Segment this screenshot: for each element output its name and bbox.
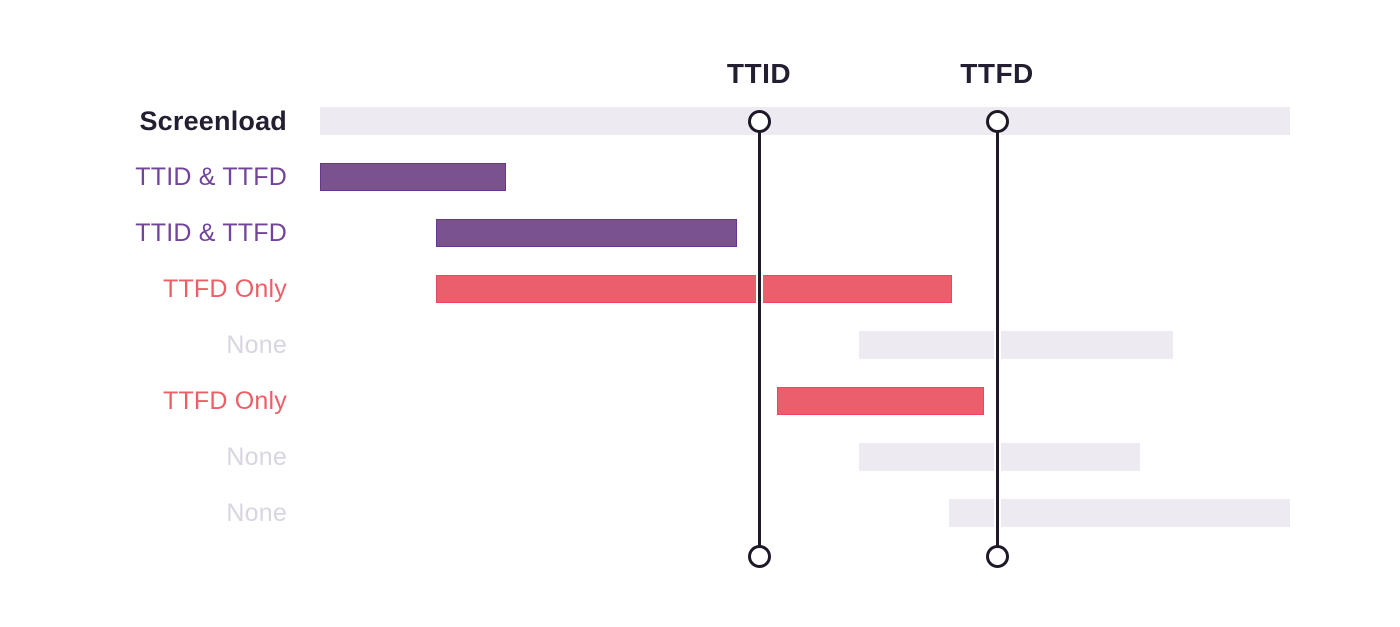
row-label-none: None: [226, 443, 287, 471]
row-label-ttfd_only: TTFD Only: [162, 275, 287, 303]
row-label-none: None: [226, 499, 287, 527]
row-label-ttfd_only: TTFD Only: [162, 387, 287, 415]
span-bar-ttfd_only: [436, 275, 952, 303]
marker-circle-top-ttfd: [986, 110, 1009, 133]
row-label-screenload: Screenload: [139, 106, 287, 136]
marker-circle-top-ttid: [748, 110, 771, 133]
span-bar-none: [949, 499, 1290, 527]
span-bar-none: [859, 331, 1173, 359]
row-label-ttid_ttfd: TTID & TTFD: [135, 163, 287, 191]
row-label-ttid_ttfd: TTID & TTFD: [135, 219, 287, 247]
marker-line-ttid: [758, 121, 761, 556]
marker-circle-bottom-ttfd: [986, 545, 1009, 568]
span-bar-screenload: [320, 107, 1290, 135]
span-bar-none: [859, 443, 1140, 471]
marker-circle-bottom-ttid: [748, 545, 771, 568]
marker-line-ttfd: [996, 121, 999, 556]
span-bar-ttid_ttfd: [436, 219, 737, 247]
marker-label-ttid: TTID: [726, 58, 792, 89]
span-bar-ttid_ttfd: [320, 163, 506, 191]
row-label-none: None: [226, 331, 287, 359]
span-bar-ttfd_only: [777, 387, 984, 415]
marker-label-ttfd: TTFD: [960, 58, 1034, 89]
